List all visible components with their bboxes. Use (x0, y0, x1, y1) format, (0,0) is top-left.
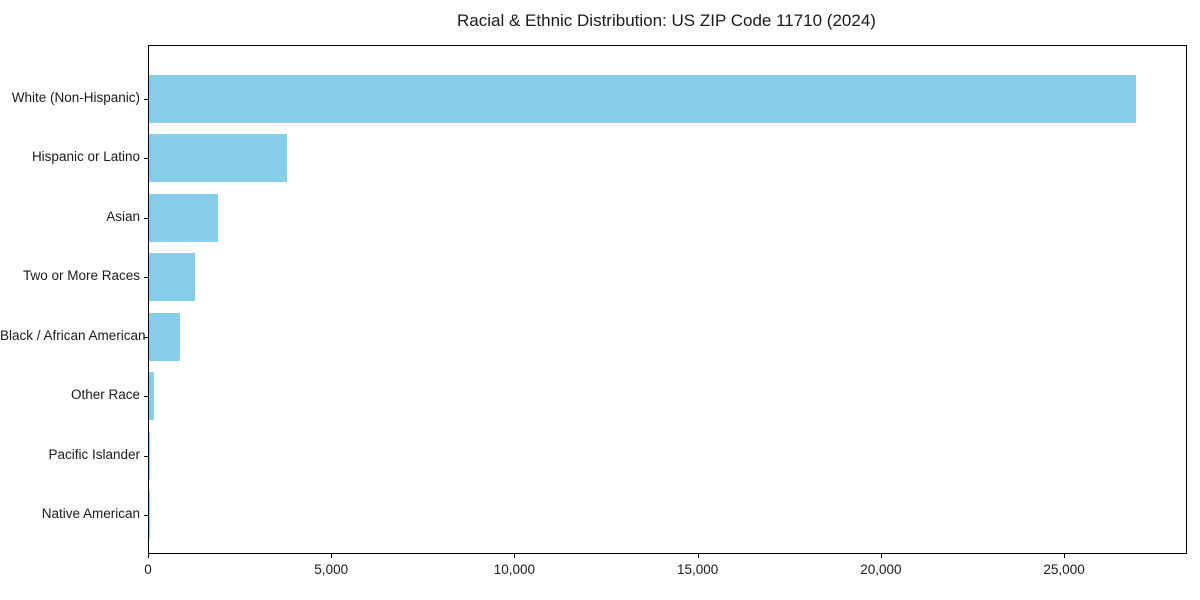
x-tick-label: 15,000 (676, 562, 719, 577)
x-tick-mark (880, 553, 882, 558)
y-tick-label: Asian (106, 208, 140, 224)
chart-title: Racial & Ethnic Distribution: US ZIP Cod… (457, 11, 876, 30)
y-tick-label: Two or More Races (22, 268, 140, 284)
y-tick-label: Pacific Islander (48, 446, 140, 462)
bar (149, 253, 195, 302)
x-tick-label: 5,000 (314, 562, 349, 577)
y-tick-mark (144, 455, 148, 457)
y-tick-mark (144, 515, 148, 517)
x-tick-mark (331, 553, 333, 558)
y-tick-mark (144, 277, 148, 279)
bar (149, 431, 150, 480)
bar (149, 193, 218, 242)
x-axis: 0 5,000 10,000 15,000 20,000 25,000 (144, 553, 1185, 593)
y-tick-mark (144, 217, 148, 219)
y-tick-mark (144, 158, 148, 160)
x-tick-mark (148, 553, 149, 558)
x-tick-mark (514, 553, 516, 558)
x-tick-label: 0 (144, 562, 152, 577)
y-tick-label: Native American (41, 506, 140, 522)
y-tick-label: White (Non-Hispanic) (11, 90, 140, 105)
x-tick-mark (1064, 553, 1066, 558)
y-tick-mark (144, 99, 148, 100)
y-tick-mark (144, 396, 148, 398)
plot-area (144, 45, 1187, 554)
x-tick-label: 25,000 (1043, 562, 1085, 577)
y-axis: White (Non-Hispanic) Hispanic or Latino As… (0, 45, 146, 552)
bar (149, 75, 1137, 123)
x-tick-label: 20,000 (860, 562, 902, 577)
y-tick-label: Hispanic or Latino (31, 149, 140, 165)
x-tick-mark (697, 553, 699, 558)
y-tick-label: Black / African American (0, 327, 146, 343)
y-tick-label: Other Race (70, 387, 140, 403)
bar (149, 134, 288, 183)
bar (149, 372, 154, 421)
bar (149, 312, 180, 361)
y-tick-mark (144, 336, 148, 338)
x-tick-label: 10,000 (493, 562, 536, 577)
